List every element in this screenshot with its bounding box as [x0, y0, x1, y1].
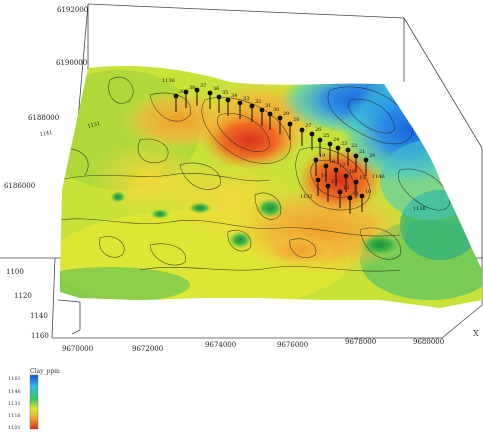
legend-title: Clay_ppm	[30, 368, 60, 375]
easting-tick: 9680000	[413, 338, 444, 346]
well-marker	[353, 153, 359, 159]
legend-tick: 1146	[8, 389, 21, 395]
legend-tick: 1116	[8, 413, 21, 419]
well-marker	[325, 183, 331, 189]
well-marker	[337, 189, 343, 195]
well-marker	[183, 89, 189, 95]
well-marker	[299, 127, 305, 133]
well-label: 10	[365, 189, 371, 195]
well-marker	[335, 145, 341, 151]
well-label: 31	[265, 103, 271, 109]
well-marker	[353, 179, 359, 185]
well-marker	[309, 131, 315, 137]
well-label: 26	[315, 127, 321, 133]
easting-tick: 9670000	[62, 345, 93, 353]
well-marker	[249, 103, 255, 109]
well-marker	[194, 87, 200, 93]
well-label: 33	[243, 96, 249, 102]
well-marker	[327, 141, 333, 147]
color-legend: Clay_ppm 1161 1146 1131 1116 1101	[8, 368, 60, 431]
well-label: 11	[353, 191, 359, 197]
well-label: 25	[323, 133, 329, 139]
northing-tick: 6188000	[28, 114, 59, 122]
contour-label: 1136	[413, 206, 426, 212]
northing-tick: 6190000	[56, 59, 87, 67]
easting-tick: 9672000	[132, 345, 163, 353]
northing-axis: 6192000 6190000 6188000 6186000	[4, 6, 88, 190]
legend-tick: 1131	[8, 401, 21, 407]
axis-corner-label: X	[473, 329, 479, 338]
well-label: 39	[179, 89, 185, 95]
z-tick: 1100	[6, 268, 24, 276]
well-marker	[359, 193, 365, 199]
well-marker	[287, 121, 293, 127]
easting-tick: 9678000	[345, 338, 376, 346]
well-marker	[317, 137, 323, 143]
well-label: 38	[189, 85, 195, 91]
well-label: 13	[331, 179, 337, 185]
well-marker	[323, 163, 329, 169]
well-marker	[207, 90, 213, 96]
well-marker	[216, 94, 222, 100]
well-label: 24	[333, 137, 339, 143]
well-marker	[173, 93, 179, 99]
well-label: 17	[339, 163, 345, 169]
easting-tick: 9676000	[277, 341, 308, 349]
well-label: 22	[351, 143, 357, 149]
well-label: 28	[293, 117, 299, 123]
easting-axis: 9670000 9672000 9674000 9676000 9678000 …	[62, 338, 444, 353]
contour-label: 1131	[300, 194, 313, 200]
well-label: 37	[200, 83, 206, 89]
legend-tick: 1101	[8, 425, 21, 431]
well-label: 34	[231, 93, 237, 99]
well-marker	[225, 97, 231, 103]
z-tick: 1160	[31, 332, 49, 340]
well-label: 20	[369, 153, 375, 159]
z-tick: 1120	[14, 292, 32, 300]
northing-tick: 6192000	[57, 6, 88, 14]
z-tick: 1140	[30, 312, 48, 320]
well-marker	[315, 177, 321, 183]
well-marker	[267, 111, 273, 117]
well-marker	[347, 195, 353, 201]
well-label: 32	[255, 99, 261, 105]
well-marker	[259, 107, 265, 113]
contour-label: 1136	[162, 78, 175, 84]
surface	[60, 65, 482, 308]
well-label: 21	[359, 149, 365, 155]
easting-tick: 9674000	[205, 341, 236, 349]
well-label: 12	[343, 185, 349, 191]
well-marker	[363, 157, 369, 163]
contour-label: 1146	[372, 174, 385, 180]
legend-tick: 1161	[8, 376, 21, 382]
well-marker	[313, 157, 319, 163]
well-label: 29	[283, 111, 289, 117]
well-marker	[343, 173, 349, 179]
well-label: 30	[273, 107, 279, 113]
well-label: 27	[305, 123, 311, 129]
z-axis: 1100 1120 1140 1160	[6, 268, 49, 340]
well-label: 15	[359, 175, 365, 181]
contour-label: 1131	[87, 121, 101, 130]
well-marker	[237, 100, 243, 106]
well-marker	[333, 167, 339, 173]
well-label: 35	[222, 90, 228, 96]
well-label: 19	[319, 153, 325, 159]
well-label: 18	[329, 159, 335, 165]
legend-colorbar	[29, 374, 39, 430]
contour-labels: 1131 1136 1141 1146 1131 1136	[39, 78, 425, 212]
well-marker	[345, 147, 351, 153]
well-marker	[277, 115, 283, 121]
well-label: 16	[349, 169, 355, 175]
contour-label: 1141	[39, 130, 53, 138]
well-label: 36	[213, 86, 219, 92]
northing-tick: 6186000	[4, 182, 35, 190]
well-label: 14	[321, 173, 327, 179]
well-label: 23	[341, 141, 347, 147]
